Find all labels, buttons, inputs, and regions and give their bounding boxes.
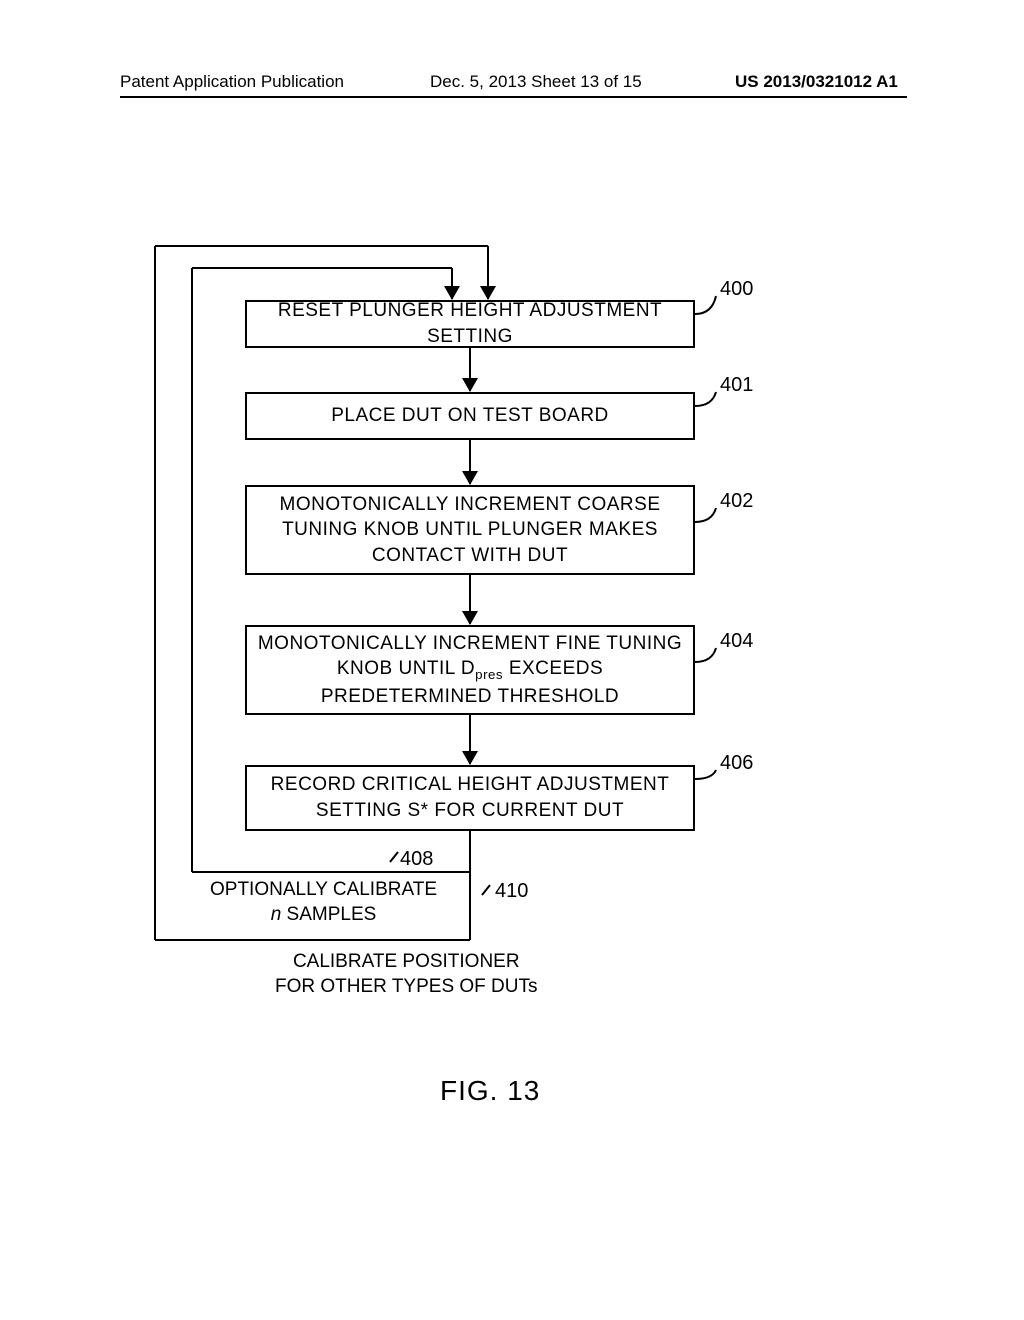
header-left: Patent Application Publication xyxy=(120,72,344,92)
flow-step-400: RESET PLUNGER HEIGHT ADJUSTMENT SETTING xyxy=(245,300,695,348)
header-right: US 2013/0321012 A1 xyxy=(735,72,898,92)
flow-step-401-text: PLACE DUT ON TEST BOARD xyxy=(331,403,609,429)
header-center: Dec. 5, 2013 Sheet 13 of 15 xyxy=(430,72,642,92)
flow-step-400-text: RESET PLUNGER HEIGHT ADJUSTMENT SETTING xyxy=(257,298,683,349)
figure-label: FIG. 13 xyxy=(440,1075,540,1107)
loop408-label: OPTIONALLY CALIBRATEn SAMPLES xyxy=(210,878,437,927)
ref-401: 401 xyxy=(720,374,753,397)
flow-step-406: RECORD CRITICAL HEIGHT ADJUSTMENT SETTIN… xyxy=(245,765,695,831)
ref-408: 408 xyxy=(400,848,433,871)
ref-406: 406 xyxy=(720,752,753,775)
ref-404: 404 xyxy=(720,630,753,653)
flow-step-406-text: RECORD CRITICAL HEIGHT ADJUSTMENT SETTIN… xyxy=(257,772,683,823)
flow-step-401: PLACE DUT ON TEST BOARD xyxy=(245,392,695,440)
flow-step-402-text: MONOTONICALLY INCREMENT COARSE TUNING KN… xyxy=(257,492,683,569)
loop410-label: CALIBRATE POSITIONERFOR OTHER TYPES OF D… xyxy=(275,950,538,999)
patent-page: Patent Application Publication Dec. 5, 2… xyxy=(0,0,1024,1320)
header-rule xyxy=(120,96,907,98)
flow-step-404-text: MONOTONICALLY INCREMENT FINE TUNING KNOB… xyxy=(257,631,683,710)
ref-402: 402 xyxy=(720,490,753,513)
ref-410: 410 xyxy=(495,880,528,903)
flow-step-404: MONOTONICALLY INCREMENT FINE TUNING KNOB… xyxy=(245,625,695,715)
flow-step-402: MONOTONICALLY INCREMENT COARSE TUNING KN… xyxy=(245,485,695,575)
ref-400: 400 xyxy=(720,278,753,301)
